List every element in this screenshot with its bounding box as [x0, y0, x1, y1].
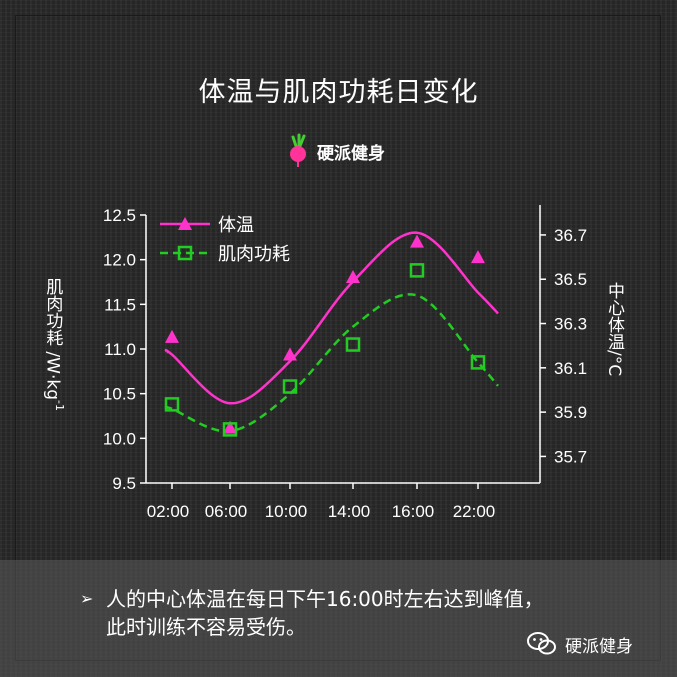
muscle-power-point [222, 422, 238, 437]
y-right-tick-label: 36.5 [554, 270, 587, 289]
temperature-point [471, 250, 485, 264]
x-tick-label: 06:00 [205, 502, 248, 521]
y-right-tick-label: 35.7 [554, 447, 587, 466]
y-left-tick-label: 12.5 [103, 206, 136, 225]
legend-temperature-label: 体温 [218, 215, 254, 236]
y-axis-left-label-text: 肌肉功耗 /W·kg [42, 278, 63, 400]
y-axis-left-label: 肌肉功耗 /W·kg-1 [42, 278, 69, 411]
y-right-tick-label: 35.9 [554, 403, 587, 422]
y-left-tick-label: 9.5 [112, 474, 136, 493]
y-right-tick-label: 36.3 [554, 315, 587, 334]
brand-logo: 硬派健身 [285, 133, 385, 169]
note-line-1: 人的中心体温在每日下午16:00时左右达到峰值， [106, 587, 544, 611]
x-tick-label: 14:00 [328, 502, 371, 521]
temperature-point [283, 347, 297, 361]
y-axis-left-label-superscript: -1 [53, 399, 66, 411]
temperature-point [165, 329, 179, 343]
note-line-2: 此时训练不容易受伤。 [106, 615, 306, 639]
y-right-tick-label: 36.7 [554, 226, 587, 245]
legend-muscle-power-label: 肌肉功耗 [218, 244, 290, 265]
muscle-power-point [345, 337, 361, 352]
y-right-tick-label: 36.1 [554, 359, 587, 378]
x-tick-label: 02:00 [147, 502, 190, 521]
y-left-tick-label: 11.0 [104, 340, 136, 359]
brand-name: 硬派健身 [317, 143, 385, 164]
y-axis-right-label: 中心体温/°C [604, 282, 624, 377]
chart-markers [164, 234, 486, 437]
y-left-tick-label: 12.0 [103, 251, 136, 270]
note-band [0, 560, 677, 677]
wechat-icon [527, 632, 556, 655]
series-line-muscle-power [164, 293, 499, 433]
chart-axes: 9.5 10.0 10.5 11.0 11.5 12.0 12.5 35.7 35.9 36.1 3… [103, 205, 587, 521]
bullet-arrow-icon: ➢ [80, 589, 94, 608]
muscle-power-point [164, 397, 180, 412]
chart-lines [164, 231, 499, 433]
x-tick-label: 16:00 [392, 502, 435, 521]
muscle-power-point [409, 263, 425, 278]
radish-icon [290, 133, 306, 167]
page-title: 体温与肌肉功耗日变化 [198, 77, 479, 108]
y-left-tick-label: 11.5 [104, 295, 136, 314]
y-left-tick-label: 10.5 [103, 385, 136, 404]
watermark-text: 硬派健身 [565, 636, 633, 657]
x-tick-label: 10:00 [265, 502, 308, 521]
y-left-tick-label: 10.0 [103, 429, 136, 448]
muscle-power-point [470, 355, 486, 370]
temperature-point [223, 420, 237, 434]
legend-muscle-power-marker [177, 245, 193, 261]
x-tick-label: 22:00 [453, 502, 496, 521]
temperature-point [346, 270, 360, 284]
series-line-temperature [164, 231, 499, 405]
temperature-point [410, 234, 424, 248]
muscle-power-point [282, 379, 298, 394]
wechat-watermark: 硬派健身 [527, 629, 633, 659]
legend-temperature-marker [178, 217, 192, 230]
